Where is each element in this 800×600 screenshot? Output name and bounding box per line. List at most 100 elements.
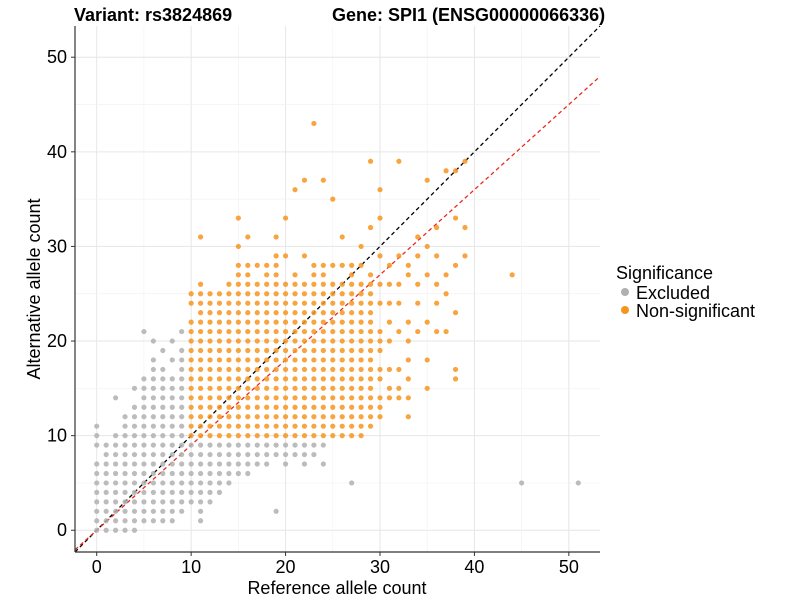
excluded-point — [113, 470, 119, 477]
non-significant-point — [245, 376, 251, 382]
non-significant-point — [273, 234, 279, 240]
non-significant-point — [188, 328, 194, 335]
excluded-point — [160, 433, 166, 439]
non-significant-point — [396, 328, 402, 335]
non-significant-point — [386, 300, 393, 306]
non-significant-point — [282, 338, 289, 344]
excluded-point — [349, 480, 355, 486]
non-significant-point — [245, 338, 251, 344]
excluded-point — [169, 451, 175, 458]
non-significant-point — [358, 433, 364, 439]
excluded-point — [131, 489, 138, 495]
ratio-line — [74, 75, 601, 551]
non-significant-point — [235, 281, 241, 287]
excluded-point — [94, 461, 100, 467]
non-significant-point — [452, 262, 459, 268]
non-significant-point — [386, 385, 393, 391]
non-significant-point — [452, 215, 459, 221]
excluded-point — [169, 461, 175, 467]
excluded-point — [169, 404, 175, 410]
non-significant-point — [273, 395, 279, 401]
non-significant-point — [197, 366, 204, 373]
non-significant-point — [245, 310, 251, 316]
excluded-point — [207, 470, 213, 477]
non-significant-point — [330, 319, 336, 325]
excluded-point — [160, 423, 166, 429]
excluded-point — [94, 433, 100, 439]
excluded-point — [197, 451, 204, 458]
excluded-point — [188, 442, 194, 448]
excluded-point — [160, 499, 166, 505]
non-significant-point — [301, 404, 308, 410]
excluded-point — [141, 423, 147, 429]
excluded-point — [179, 499, 185, 505]
excluded-point — [150, 385, 156, 391]
non-significant-point — [415, 234, 421, 240]
excluded-point — [131, 451, 138, 458]
non-significant-point — [235, 385, 241, 391]
non-significant-point — [216, 310, 223, 316]
non-significant-point — [358, 243, 364, 250]
non-significant-point — [301, 423, 308, 429]
non-significant-point — [311, 272, 317, 278]
excluded-point — [207, 461, 213, 467]
non-significant-point — [311, 395, 317, 401]
non-significant-point — [235, 310, 241, 316]
non-significant-point — [301, 281, 308, 287]
excluded-point — [254, 451, 260, 458]
non-significant-point — [292, 291, 298, 297]
excluded-point — [160, 347, 166, 354]
non-significant-point — [349, 376, 355, 382]
excluded-point — [188, 470, 194, 477]
non-significant-point — [311, 328, 317, 335]
excluded-point — [207, 480, 213, 486]
excluded-point — [216, 489, 223, 495]
non-significant-point — [254, 281, 260, 287]
non-significant-point — [292, 319, 298, 325]
non-significant-point — [367, 414, 374, 420]
non-significant-point — [367, 291, 374, 297]
excluded-point — [264, 442, 270, 448]
non-significant-point — [424, 177, 430, 183]
excluded-point — [122, 527, 128, 533]
non-significant-point — [301, 328, 308, 335]
non-significant-point — [377, 376, 383, 382]
excluded-point — [216, 451, 223, 458]
non-significant-point — [273, 300, 279, 306]
x-tick-label: 40 — [464, 557, 484, 577]
excluded-point — [188, 451, 194, 458]
excluded-point — [94, 499, 100, 505]
non-significant-point — [358, 291, 364, 297]
non-significant-point — [188, 404, 194, 410]
non-significant-point — [424, 357, 430, 363]
excluded-point — [94, 470, 100, 477]
non-significant-point — [301, 366, 308, 373]
non-significant-point — [424, 243, 430, 250]
excluded-point — [160, 480, 166, 486]
non-significant-point — [396, 253, 402, 259]
non-significant-point — [339, 338, 345, 344]
chart-title-gene: Gene: SPI1 (ENSG00000066336) — [332, 5, 605, 25]
excluded-point — [150, 470, 156, 477]
non-significant-point — [330, 366, 336, 373]
non-significant-point — [254, 395, 260, 401]
non-significant-point — [264, 423, 270, 429]
non-significant-point — [301, 376, 308, 382]
excluded-point — [169, 499, 175, 505]
non-significant-point — [320, 423, 326, 429]
non-significant-point — [197, 234, 204, 240]
non-significant-point — [235, 414, 241, 420]
non-significant-point — [226, 385, 232, 391]
non-significant-point — [509, 272, 515, 278]
non-significant-point — [197, 347, 204, 354]
non-significant-point — [216, 385, 223, 391]
non-significant-point — [330, 376, 336, 382]
excluded-point — [141, 461, 147, 467]
excluded-point — [179, 470, 185, 477]
non-significant-point — [235, 215, 241, 221]
excluded-point — [575, 480, 581, 486]
non-significant-point — [273, 414, 279, 420]
non-significant-point — [386, 338, 393, 344]
non-significant-point — [273, 319, 279, 325]
non-significant-point — [216, 404, 223, 410]
